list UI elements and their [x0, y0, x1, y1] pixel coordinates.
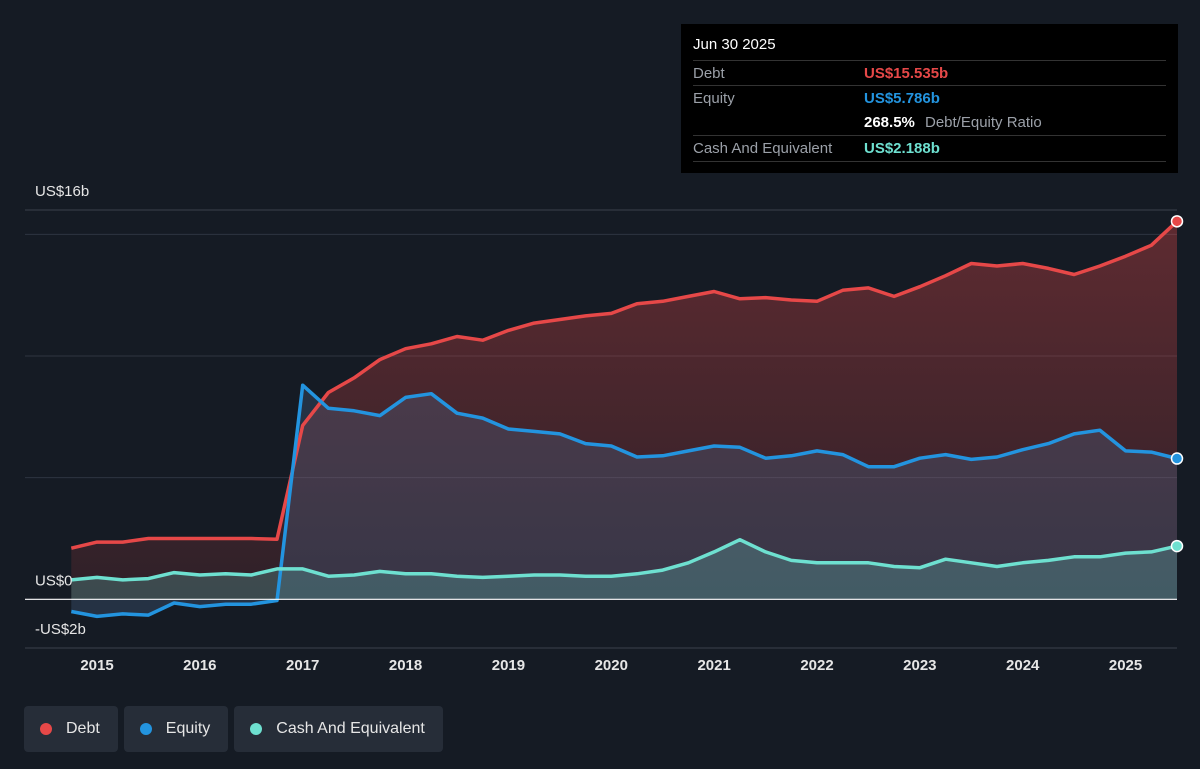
tooltip-value: 268.5% — [864, 114, 915, 131]
x-tick-label: 2022 — [800, 657, 833, 674]
tooltip-row: 268.5% Debt/Equity Ratio — [693, 110, 1166, 135]
x-tick-label: 2025 — [1109, 657, 1142, 674]
end-point — [1170, 452, 1184, 465]
end-point — [1170, 539, 1184, 553]
y-tick-label: -US$2b — [35, 621, 86, 638]
series-line — [70, 383, 1178, 619]
x-tick-label: 2016 — [183, 657, 216, 674]
tooltip-label: Equity — [693, 90, 735, 107]
tooltip-value: US$15.535b — [864, 65, 949, 82]
tooltip-row: Equity US$5.786b — [693, 85, 1166, 111]
y-tick-label: US$0 — [35, 572, 73, 589]
legend-swatch — [40, 723, 52, 735]
legend-label: Cash And Equivalent — [276, 720, 425, 737]
legend-item[interactable]: Cash And Equivalent — [234, 706, 443, 752]
x-tick-label: 2023 — [903, 657, 936, 674]
legend-label: Debt — [66, 720, 100, 737]
legend-swatch — [139, 723, 152, 735]
tooltip-date: Jun 30 2025 — [693, 36, 776, 53]
x-tick-label: 2017 — [286, 657, 319, 674]
tooltip-row: Debt US$15.535b — [693, 60, 1166, 86]
tooltip-value: US$5.786b — [864, 90, 940, 107]
legend-swatch — [250, 723, 263, 735]
series-line — [71, 537, 1178, 582]
x-tick-label: 2015 — [80, 657, 113, 674]
tooltip-label: Debt — [693, 65, 725, 82]
y-tick-label: US$16b — [35, 183, 89, 200]
series-line — [70, 220, 1179, 550]
x-tick-label: 2020 — [595, 657, 628, 674]
x-tick-label: 2018 — [389, 657, 422, 674]
end-point — [1170, 215, 1184, 228]
x-tick-label: 2024 — [1006, 657, 1040, 674]
area-fill — [71, 539, 1177, 600]
legend-item[interactable]: Equity — [123, 706, 229, 752]
tooltip: Jun 30 2025 Debt US$15.535b Equity US$5.… — [681, 24, 1178, 173]
tooltip-row: Cash And Equivalent US$2.188b — [693, 135, 1166, 162]
tooltip-label: Debt/Equity Ratio — [925, 114, 1042, 131]
legend-label: Equity — [165, 720, 211, 737]
legend: Debt Equity Cash And Equivalent — [24, 706, 443, 752]
tooltip-value: US$2.188b — [864, 140, 940, 157]
x-tick-label: 2019 — [492, 657, 525, 674]
legend-item[interactable]: Debt — [24, 706, 118, 752]
area-fill — [71, 385, 1177, 617]
x-tick-label: 2021 — [697, 657, 730, 674]
area-fill — [71, 221, 1177, 600]
tooltip-label: Cash And Equivalent — [693, 140, 833, 157]
